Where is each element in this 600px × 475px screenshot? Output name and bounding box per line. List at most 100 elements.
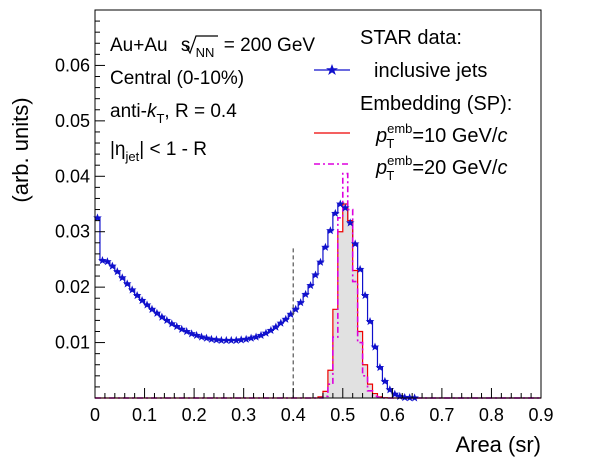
data-point [380,376,390,386]
data-point [197,332,206,341]
data-point [142,300,152,309]
data-point [261,328,271,337]
y-tick-label: 0.03 [55,222,90,242]
data-point [147,304,157,313]
data-point [152,308,162,317]
sqrt-symbol [185,35,218,55]
data-point [271,322,281,331]
data-point [340,203,350,212]
y-tick-label: 0.06 [55,55,90,75]
data-point [217,335,226,344]
x-tick-label: 0.5 [330,405,355,425]
y-axis-ticks: 0.01 0.02 0.03 0.04 0.05 0.06 [55,9,105,399]
data-point [177,324,186,333]
data-point [370,342,380,351]
legend-header-embed: Embedding (SP): [360,93,512,115]
data-point [167,319,177,328]
data-point [187,329,196,338]
data-point [311,270,320,279]
x-tick-label: 0.4 [281,405,306,425]
x-tick-label: 0.1 [132,405,157,425]
data-point [172,322,182,331]
data-point [103,257,112,266]
x-tick-label: 0.3 [231,405,256,425]
data-point [93,213,102,222]
data-point [331,208,340,218]
data-point [202,333,211,342]
x-tick-label: 0 [90,405,100,425]
data-point [241,334,251,343]
collision-annotation: Au+Au s NN = 200 GeV [110,35,315,62]
data-point [385,385,395,394]
data-point [122,279,132,288]
data-point [212,335,221,344]
data-point [157,312,167,321]
data-point [276,318,286,327]
data-point [132,290,142,300]
data-point [266,325,276,335]
data-point [375,363,385,372]
data-point [321,242,330,251]
data-point [306,280,315,290]
y-tick-label: 0.02 [55,277,90,297]
x-tick-label: 0.2 [182,405,207,425]
x-tick-label: 0.9 [528,405,553,425]
data-markers [93,199,419,402]
y-tick-label: 0.01 [55,333,90,353]
x-axis-ticks: 0 0.1 0.2 0.3 0.4 0.5 0.6 0.7 0.8 0.9 [90,388,554,425]
y-tick-label: 0.05 [55,111,90,131]
legend-inclusive-label: inclusive jets [374,60,487,82]
data-point [246,333,256,342]
data-point [256,330,266,340]
legend-star-marker [326,64,338,75]
data-point [390,389,400,398]
data-point [113,267,122,276]
data-point [355,264,365,274]
legend: STAR data: inclusive jets Embedding (SP)… [314,27,512,183]
data-point [350,239,360,248]
data-point [296,298,305,307]
x-tick-label: 0.6 [380,405,405,425]
data-point [365,317,375,326]
data-point [400,392,409,402]
data-point [301,289,310,298]
data-point [117,273,127,282]
x-tick-label: 0.8 [479,405,504,425]
data-point [395,391,405,400]
data-point [410,393,419,402]
legend-header-data: STAR data: [360,27,462,49]
data-point [336,199,345,208]
data-point [98,256,107,265]
data-point [286,309,296,318]
x-tick-label: 0.7 [429,405,454,425]
data-point [281,314,291,323]
data-point [207,334,216,343]
x-axis-label: Area (sr) [455,432,541,457]
y-tick-label: 0.04 [55,166,90,186]
data-point [360,290,370,300]
algorithm-annotation: anti-kT, R = 0.4 [110,101,237,126]
data-point [405,393,414,402]
data-point [236,335,246,344]
data-point [108,261,117,270]
data-point [222,335,231,344]
y-axis-label: (arb. units) [8,97,33,202]
data-point [137,295,147,305]
centrality-annotation: Central (0-10%) [110,68,244,89]
data-point [316,257,325,266]
data-point [162,315,172,325]
data-point [227,335,236,344]
data-point [182,326,191,336]
legend-10gev-label: pemb T =10 GeV/c [375,121,507,151]
plot-frame [94,9,542,399]
data-point [251,332,261,341]
data-point [291,304,300,313]
data-point [192,330,201,340]
data-point [345,218,355,227]
data-point [231,335,241,344]
legend-20gev-label: pemb T =20 GeV/c [375,153,507,183]
eta-annotation: |ηjet| < 1 - R [110,139,207,164]
data-point [326,226,335,235]
data-point [127,285,137,294]
